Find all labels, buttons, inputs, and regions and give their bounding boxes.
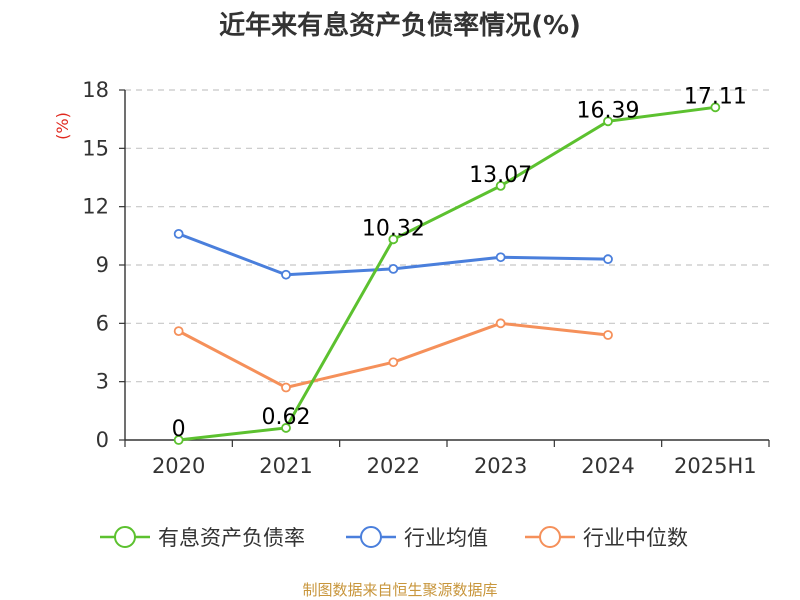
- data-point: [281, 423, 291, 433]
- data-point: [603, 116, 613, 127]
- data-label: 17.11: [684, 84, 747, 109]
- data-label: 0: [172, 417, 186, 442]
- data-point: [281, 269, 291, 280]
- legend-marker: [360, 526, 382, 548]
- legend-label: 行业均值: [404, 526, 488, 550]
- x-tick-label: 2020: [152, 454, 205, 478]
- x-tick-label: 2022: [367, 454, 420, 478]
- y-tick-label: 15: [82, 136, 109, 160]
- y-axis-unit: (%): [53, 112, 72, 140]
- data-point: [495, 180, 506, 191]
- data-point: [495, 318, 506, 329]
- data-point: [388, 234, 399, 245]
- legend-item: 行业中位数: [525, 526, 688, 550]
- y-tick-label: 0: [96, 428, 109, 452]
- axes: 0 3 6 9 12 15 18 2020 2021 2022 2023 2024 2025H1: [82, 78, 770, 478]
- data-labels: 0 0.62 10.32 13.07 16.39 17.11: [172, 84, 747, 442]
- y-tick-label: 18: [82, 78, 109, 102]
- legend-marker: [539, 526, 561, 548]
- series-line: [177, 321, 609, 389]
- y-tick-label: 6: [96, 311, 109, 335]
- legend-item: 行业均值: [346, 526, 488, 550]
- x-tick-label: 2021: [259, 454, 312, 478]
- chart-title: 近年来有息资产负债率情况(%): [219, 10, 581, 41]
- x-tick-label: 2025H1: [674, 454, 757, 478]
- data-point: [388, 357, 399, 368]
- y-tick-label: 9: [96, 253, 109, 277]
- series-line: [178, 105, 716, 442]
- legend-marker: [114, 526, 136, 548]
- x-tick-label: 2024: [581, 454, 634, 478]
- source-note: 制图数据来自恒生聚源数据库: [302, 581, 497, 599]
- legend-item: 有息资产负债率: [100, 526, 305, 550]
- x-tick-label: 2023: [474, 454, 527, 478]
- legend-label: 有息资产负债率: [158, 526, 305, 550]
- data-point: [710, 102, 721, 113]
- data-label: 10.32: [362, 216, 425, 241]
- data-point: [495, 252, 506, 263]
- data-label: 13.07: [469, 163, 532, 188]
- legend: 有息资产负债率 行业均值 行业中位数: [100, 526, 688, 550]
- y-tick-label: 3: [96, 370, 109, 394]
- legend-label: 行业中位数: [583, 526, 688, 550]
- data-point: [388, 263, 399, 274]
- data-point: [603, 254, 613, 265]
- series-lines: [173, 102, 721, 445]
- data-label: 0.62: [262, 405, 311, 430]
- data-point: [173, 435, 184, 445]
- data-point: [281, 382, 291, 393]
- gridlines: [125, 89, 769, 383]
- data-label: 16.39: [577, 98, 640, 123]
- data-point: [173, 326, 184, 337]
- y-tick-label: 12: [82, 195, 109, 219]
- data-point: [173, 228, 184, 239]
- data-point: [603, 330, 613, 340]
